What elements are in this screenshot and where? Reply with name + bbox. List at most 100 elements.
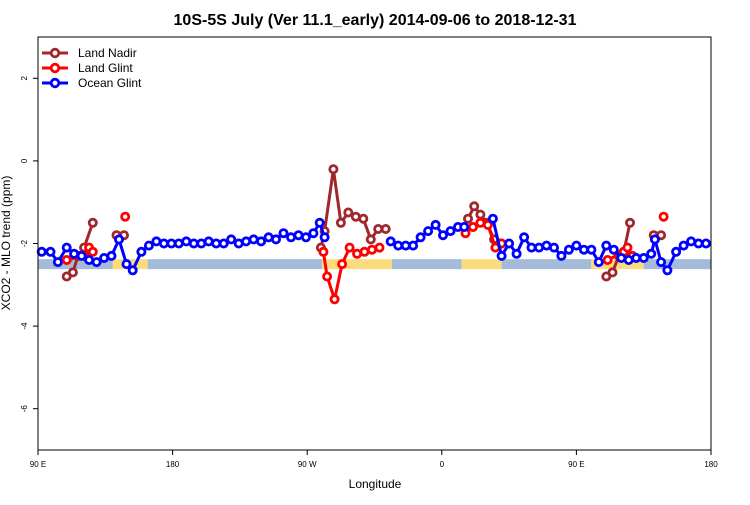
data-point-land-glint (337, 259, 348, 270)
chart-title: 10S-5S July (Ver 11.1_early) 2014-09-06 … (174, 12, 577, 29)
x-tick-label: 180 (704, 460, 718, 469)
data-point-land-nadir (67, 267, 78, 278)
data-point-land-glint (344, 242, 355, 253)
legend-label: Land Nadir (78, 46, 137, 60)
data-point-land-glint (602, 254, 613, 265)
data-point-ocean-glint (45, 246, 56, 257)
data-point-ocean-glint (300, 232, 311, 243)
legend-marker (49, 77, 61, 89)
band-segment-land (461, 259, 502, 270)
x-tick-label: 90 E (568, 460, 584, 469)
data-point-ocean-glint (114, 234, 125, 245)
data-point-ocean-glint (608, 244, 619, 255)
y-tick-label: 0 (20, 158, 29, 163)
data-point-ocean-glint (127, 265, 138, 276)
y-tick-label: -2 (20, 239, 29, 247)
data-point-ocean-glint (143, 240, 154, 251)
data-point-ocean-glint (270, 234, 281, 245)
data-point-ocean-glint (459, 221, 470, 232)
data-point-ocean-glint (601, 240, 612, 251)
data-point-ocean-glint (656, 257, 667, 268)
data-point-ocean-glint (136, 246, 147, 257)
data-point-ocean-glint (571, 240, 582, 251)
data-point-ocean-glint (314, 217, 325, 228)
data-point-ocean-glint (76, 250, 87, 261)
x-tick-label: 90 W (298, 460, 317, 469)
data-point-ocean-glint (121, 259, 132, 270)
data-point-ocean-glint (319, 232, 330, 243)
data-point-ocean-glint (646, 248, 657, 259)
band-segment-land (322, 259, 392, 270)
axes: 90 E 180 90 W 0 90 E 180 2 0 -2 -4 -6 (20, 76, 718, 469)
data-point-ocean-glint (385, 236, 396, 247)
y-tick-label: -4 (20, 322, 29, 330)
data-point-land-nadir (607, 267, 618, 278)
series-ocean-glint (36, 213, 712, 276)
data-point-ocean-glint (504, 238, 515, 249)
data-point-ocean-glint (91, 257, 102, 268)
x-tick-label: 90 E (30, 460, 46, 469)
band-segment-ocean (391, 259, 462, 270)
data-point-land-nadir (328, 164, 339, 175)
band-segment-ocean (501, 259, 592, 270)
data-point-ocean-glint (248, 234, 259, 245)
data-point-ocean-glint (278, 228, 289, 239)
data-point-ocean-glint (487, 213, 498, 224)
data-point-land-nadir (343, 207, 354, 218)
y-tick-label: 2 (20, 76, 29, 81)
data-point-land-glint (322, 271, 333, 282)
data-point-land-nadir (365, 234, 376, 245)
band-segment-ocean (643, 259, 711, 270)
data-point-land-nadir (358, 213, 369, 224)
data-point-ocean-glint (678, 240, 689, 251)
data-point-land-nadir (380, 223, 391, 234)
legend-item-land-nadir: Land Nadir (42, 46, 137, 60)
band-segment-ocean (147, 259, 323, 270)
x-tick-label: 0 (440, 460, 445, 469)
data-point-ocean-glint (408, 240, 419, 251)
data-point-ocean-glint (445, 226, 456, 237)
legend-label: Land Glint (78, 61, 133, 75)
data-point-land-nadir (625, 217, 636, 228)
series-layer (36, 164, 712, 306)
data-point-ocean-glint (241, 236, 252, 247)
x-tick-label: 180 (166, 460, 180, 469)
data-point-ocean-glint (638, 252, 649, 263)
data-point-ocean-glint (52, 257, 63, 268)
data-point-ocean-glint (430, 219, 441, 230)
y-tick-label: -6 (20, 405, 29, 413)
data-point-land-glint (467, 221, 478, 232)
data-point-ocean-glint (226, 234, 237, 245)
data-point-land-nadir (462, 213, 473, 224)
data-point-land-nadir (350, 211, 361, 222)
legend-label: Ocean Glint (78, 76, 142, 90)
data-point-land-nadir (87, 217, 98, 228)
data-point-ocean-glint (649, 234, 660, 245)
x-axis-label: Longitude (349, 477, 402, 491)
y-axis-label: XCO2 - MLO trend (ppm) (0, 176, 13, 311)
data-point-ocean-glint (496, 250, 507, 261)
data-point-land-glint (61, 254, 72, 265)
data-point-ocean-glint (586, 244, 597, 255)
legend-marker (49, 47, 61, 59)
data-point-ocean-glint (593, 257, 604, 268)
data-point-land-glint (482, 219, 493, 230)
data-point-land-glint (120, 211, 131, 222)
data-point-ocean-glint (106, 250, 117, 261)
data-point-land-glint (658, 211, 669, 222)
data-point-land-glint (622, 242, 633, 253)
data-point-ocean-glint (662, 265, 673, 276)
data-point-ocean-glint (671, 246, 682, 257)
data-point-ocean-glint (563, 244, 574, 255)
data-point-ocean-glint (36, 246, 47, 257)
legend-item-ocean-glint: Ocean Glint (42, 76, 142, 90)
data-point-ocean-glint (256, 236, 267, 247)
data-point-ocean-glint (556, 250, 567, 261)
data-point-land-glint (374, 242, 385, 253)
data-point-ocean-glint (701, 238, 712, 249)
band-segment-land (591, 259, 644, 270)
data-point-land-glint (87, 246, 98, 257)
data-point-ocean-glint (549, 242, 560, 253)
